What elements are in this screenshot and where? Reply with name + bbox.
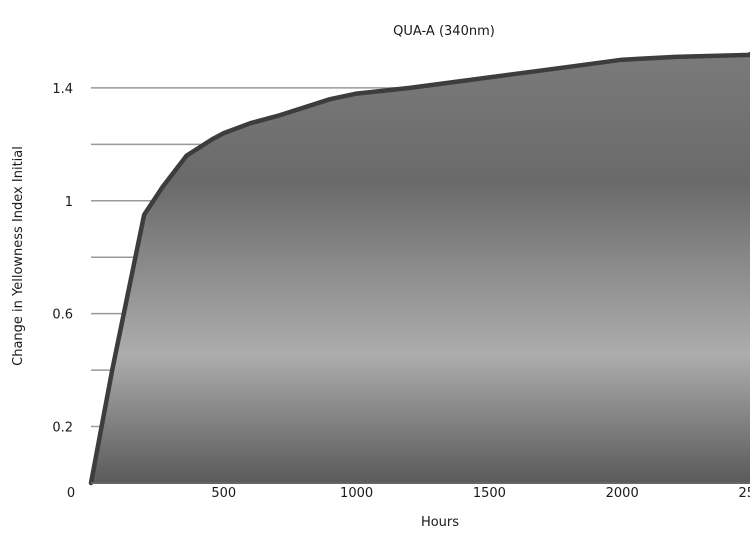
y-tick-label: 0.6 (52, 308, 73, 323)
area-fill (91, 54, 750, 483)
x-tick-label: 2500 (738, 486, 750, 501)
y-tick-label: 0.2 (52, 421, 73, 436)
x-tick-label: 1500 (473, 486, 506, 501)
x-axis-label: Hours (421, 515, 459, 530)
series-line (88, 51, 750, 486)
area-layer (88, 51, 750, 486)
chart-title: QUA-A (340nm) (393, 24, 495, 39)
x-tick-label: 1000 (340, 486, 373, 501)
y-tick-label: 1 (65, 195, 73, 210)
y-tick-label: 1.4 (52, 82, 73, 97)
y-axis-ticks: 0.2 0.6 1 1.4 (52, 82, 73, 436)
x-axis-ticks: 0 500 1000 1500 2000 2500 (67, 486, 750, 501)
x-tick-label: 2000 (606, 486, 639, 501)
x-tick-label: 0 (67, 486, 75, 501)
x-tick-label: 500 (211, 486, 236, 501)
y-axis-label: Change in Yellowness Index Initial (11, 146, 26, 366)
